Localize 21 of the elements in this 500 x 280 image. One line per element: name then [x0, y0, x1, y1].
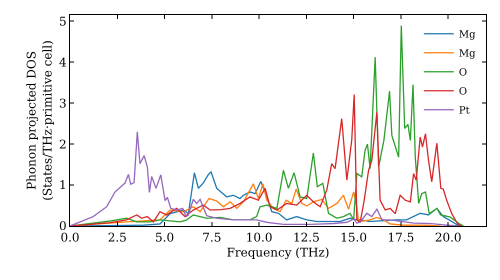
y-tick-label: 1 [58, 178, 67, 192]
legend-label: Mg [458, 48, 476, 60]
x-axis-title: Frequency (THz) [226, 245, 330, 260]
x-tick-label: 12.5 [293, 230, 320, 244]
x-tick-label: 2.5 [108, 230, 127, 244]
legend-label: Pt [458, 106, 470, 117]
legend-label: O [458, 68, 468, 79]
legend-label: O [458, 86, 468, 98]
x-tick-label: 5.0 [155, 230, 174, 244]
y-tick-label: 4 [58, 55, 67, 70]
y-tick-label: 5 [58, 14, 67, 28]
x-tick-label: 20.0 [434, 230, 462, 244]
x-tick-label: 17.5 [388, 230, 414, 244]
x-tick-label: 15.0 [340, 230, 367, 244]
y-axis-title: Phonon projected DOS (States/THz·primitive cell) [24, 40, 54, 201]
legend-label: Mg [458, 30, 476, 41]
line-series [70, 131, 460, 226]
y-tick-label: 2 [58, 137, 67, 152]
y-tick-label: 3 [58, 96, 67, 110]
x-tick-label: 10.0 [246, 230, 272, 244]
x-tick-label: 7.5 [202, 230, 222, 244]
